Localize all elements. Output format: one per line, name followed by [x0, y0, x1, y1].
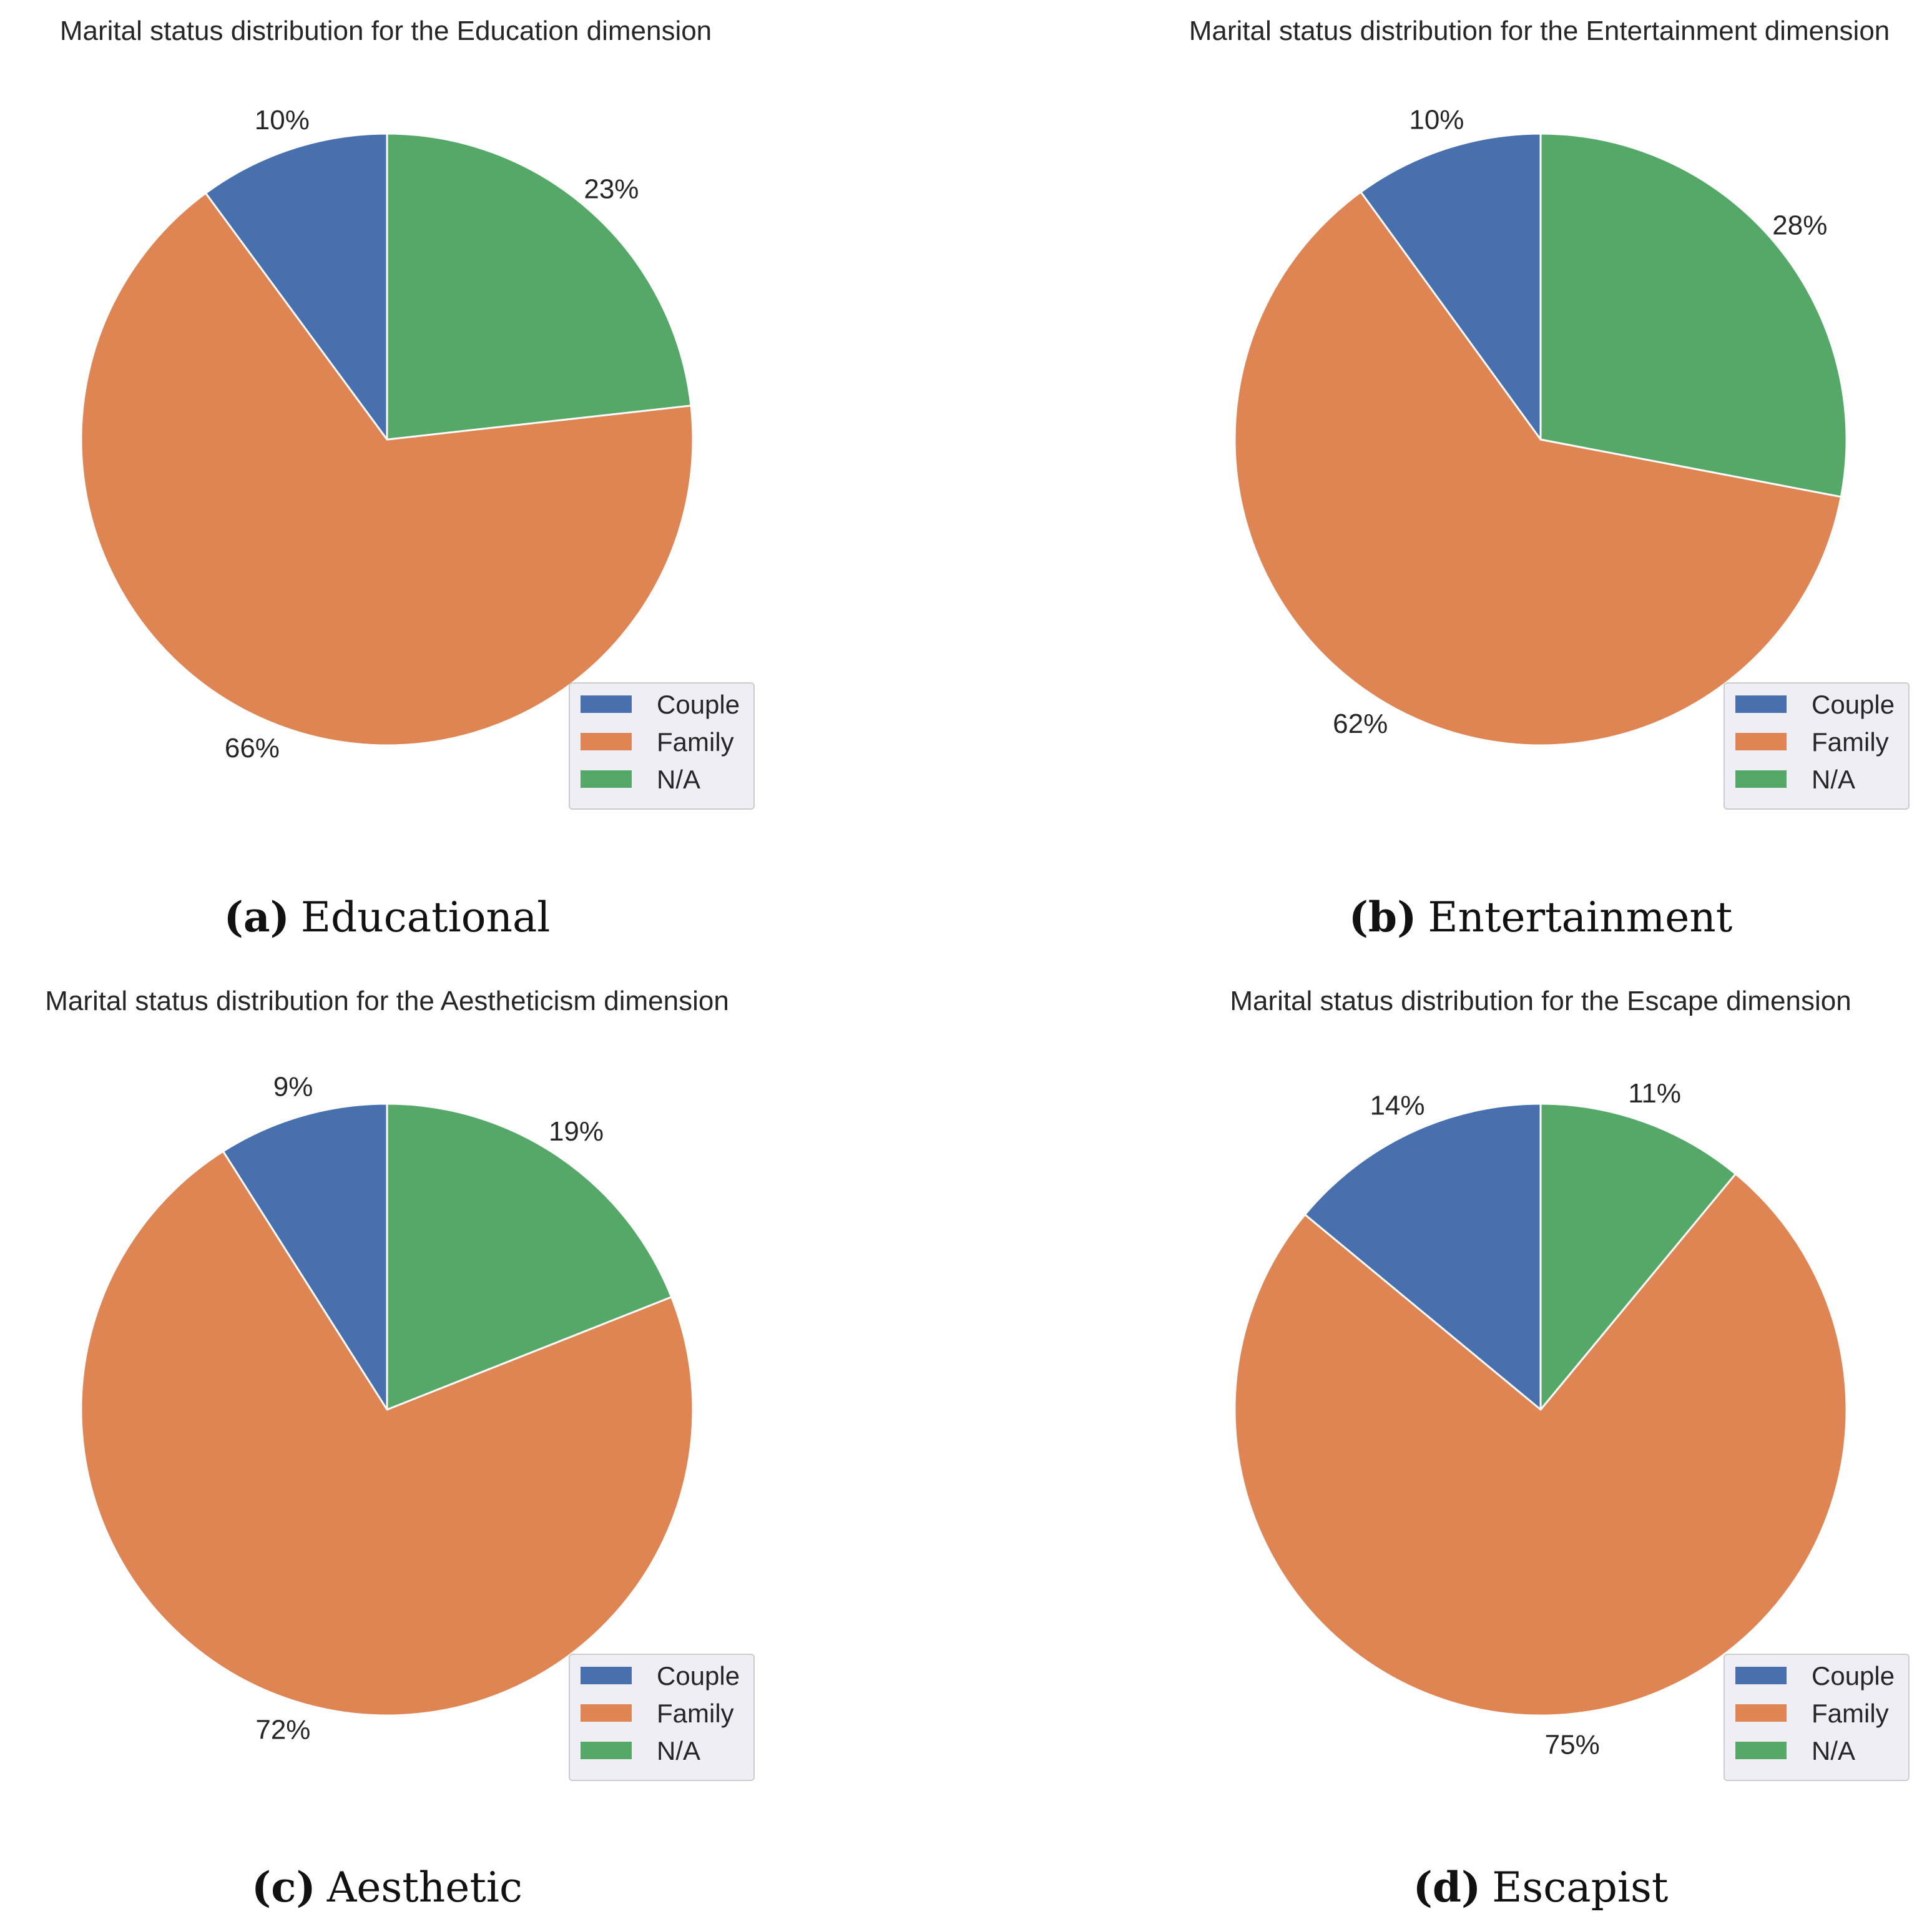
pie-slice-na	[1539, 132, 1848, 498]
caption-tag: (d)	[1413, 1863, 1481, 1912]
legend: Couple Family N/A	[1724, 682, 1910, 810]
legend-swatch	[1735, 770, 1787, 788]
pie-slice-couple	[204, 132, 388, 441]
chart-title: Marital status distribution for the Esca…	[1230, 986, 1851, 1016]
slice-percent-label: 14%	[1370, 1090, 1424, 1121]
pie-slice-family	[1233, 191, 1842, 747]
legend-swatch	[581, 733, 632, 750]
legend: Couple Family N/A	[569, 682, 755, 810]
chart-title: Marital status distribution for the Ente…	[1189, 16, 1890, 46]
chart-title: Marital status distribution for the Educ…	[60, 16, 712, 46]
legend-label: N/A	[1812, 1736, 1855, 1765]
slice-percent-label: 66%	[225, 733, 280, 763]
legend-label: N/A	[657, 765, 700, 794]
subfigure-caption: (b) Entertainment	[1349, 893, 1733, 941]
legend-label: Couple	[657, 690, 740, 719]
legend-label: Family	[657, 1699, 734, 1728]
legend-swatch	[581, 770, 632, 788]
caption-text: Escapist	[1492, 1863, 1668, 1912]
chart-title: Marital status distribution for the Aest…	[45, 986, 729, 1016]
slice-percent-label: 28%	[1772, 210, 1827, 240]
legend: Couple Family N/A	[1724, 1654, 1910, 1781]
slice-percent-label: 9%	[273, 1071, 313, 1102]
legend-swatch	[1735, 695, 1787, 713]
chart-panel: Marital status distribution for the Ente…	[1189, 16, 1910, 941]
legend-swatch	[1735, 1667, 1787, 1684]
caption-tag: (b)	[1349, 893, 1417, 941]
slice-percent-label: 19%	[549, 1116, 604, 1147]
caption-text: Educational	[301, 893, 551, 941]
legend-label: Couple	[1812, 1661, 1895, 1691]
subfigure-caption: (d) Escapist	[1413, 1863, 1669, 1912]
caption-text: Entertainment	[1428, 893, 1732, 941]
legend-label: Family	[1812, 1699, 1889, 1728]
legend-label: N/A	[1812, 765, 1855, 794]
legend-swatch	[581, 1742, 632, 1759]
slice-percent-label: 10%	[255, 105, 310, 135]
subfigure-caption: (a) Educational	[224, 893, 551, 941]
pie-slice-na	[386, 132, 692, 441]
caption-tag: (c)	[252, 1863, 316, 1912]
legend-swatch	[1735, 733, 1787, 750]
chart-panel: Marital status distribution for the Esca…	[1230, 986, 1910, 1912]
pie-slice-couple	[1303, 1102, 1542, 1411]
caption-text: Aesthetic	[326, 1863, 522, 1912]
pie-slice-na	[386, 1102, 673, 1411]
legend-swatch	[581, 1704, 632, 1722]
pie-slice-couple	[1360, 132, 1542, 441]
pie-slice-family	[1233, 1172, 1848, 1717]
slice-percent-label: 10%	[1409, 104, 1464, 135]
slice-percent-label: 72%	[255, 1715, 310, 1745]
legend-label: Family	[657, 727, 734, 757]
pie-slice-na	[1539, 1102, 1737, 1411]
pie-slice-couple	[222, 1102, 388, 1411]
pie-slice-family	[80, 1150, 694, 1717]
slice-percent-label: 62%	[1333, 709, 1388, 739]
chart-panel: Marital status distribution for the Educ…	[60, 16, 755, 941]
chart-panel: Marital status distribution for the Aest…	[45, 986, 755, 1912]
slice-percent-label: 11%	[1628, 1078, 1681, 1109]
slice-percent-label: 75%	[1545, 1730, 1600, 1760]
legend-label: Family	[1812, 727, 1889, 757]
legend-label: N/A	[657, 1736, 700, 1765]
legend-swatch	[1735, 1704, 1787, 1722]
legend-label: Couple	[1812, 690, 1895, 719]
caption-tag: (a)	[224, 893, 290, 941]
pie-slice-family	[80, 192, 694, 747]
legend-swatch	[581, 695, 632, 713]
legend-label: Couple	[657, 1661, 740, 1691]
subfigure-caption: (c) Aesthetic	[252, 1863, 522, 1912]
legend-swatch	[581, 1667, 632, 1684]
legend: Couple Family N/A	[569, 1654, 755, 1781]
legend-swatch	[1735, 1742, 1787, 1759]
slice-percent-label: 23%	[584, 174, 639, 204]
